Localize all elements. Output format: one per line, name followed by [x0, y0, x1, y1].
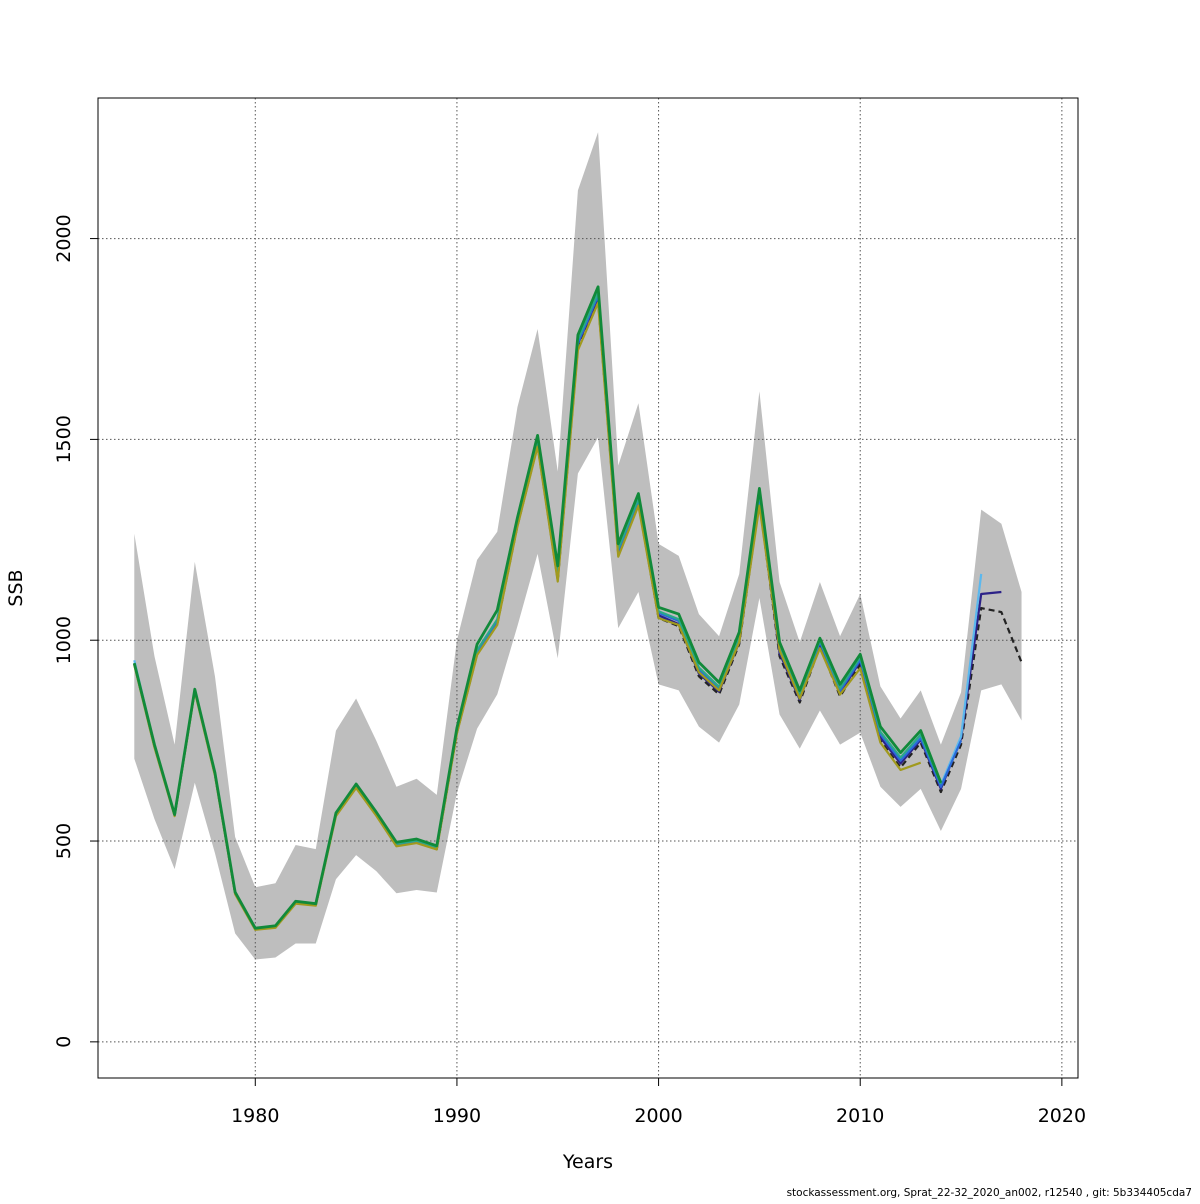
x-tick-label-1980: 1980: [231, 1105, 279, 1127]
footnote: stockassessment.org, Sprat_22-32_2020_an…: [787, 1187, 1192, 1199]
x-tick-label-2020: 2020: [1038, 1105, 1086, 1127]
y-tick-label-1500: 1500: [53, 415, 75, 463]
grid-layer: [98, 98, 1078, 1078]
x-tick-label-2010: 2010: [836, 1105, 884, 1127]
series-line-final: [132, 285, 943, 930]
confidence-band: [134, 132, 1022, 960]
y-axis-title: SSB: [5, 569, 27, 606]
x-tick-label-2000: 2000: [634, 1105, 682, 1127]
y-tick-label-500: 500: [53, 823, 75, 859]
y-tick-label-2000: 2000: [53, 214, 75, 262]
series-layer: [132, 285, 1023, 931]
y-tick-label-1000: 1000: [53, 616, 75, 664]
y-tick-label-0: 0: [53, 1036, 75, 1048]
series-line-terminal_2013: [133, 301, 922, 931]
series-line-terminal_2015: [133, 294, 963, 931]
x-tick-label-1990: 1990: [433, 1105, 481, 1127]
axis-layer: 1980 1990 2000 2010 2020 0 500 1000 1500 2000: [53, 214, 1086, 1127]
confidence-band-layer: [134, 132, 1022, 960]
x-axis-title: Years: [562, 1151, 613, 1173]
